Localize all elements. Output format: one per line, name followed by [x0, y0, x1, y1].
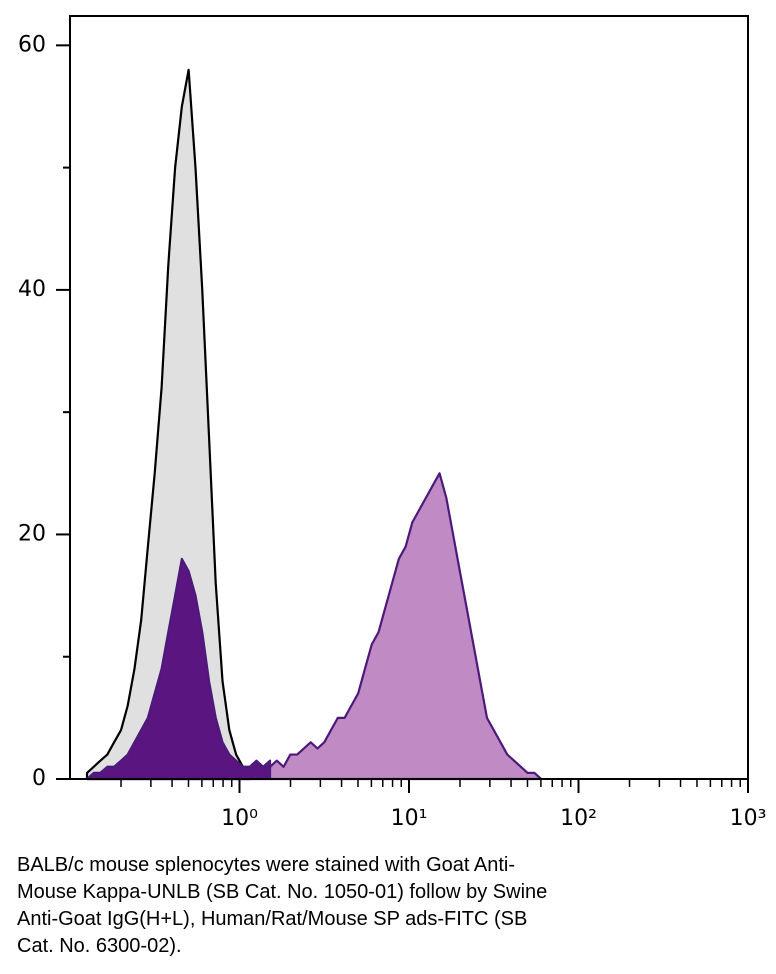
histogram-area [268, 472, 543, 781]
caption-line: BALB/c mouse splenocytes were stained wi… [17, 854, 516, 876]
x-tick-label: 10⁰ [221, 806, 258, 831]
x-tick-label: 10³ [730, 806, 767, 831]
histogram-area [85, 557, 272, 781]
histogram-area [85, 68, 251, 781]
x-tick-label: 10² [560, 806, 597, 831]
chart: 0 20 40 60 10⁰ 10¹ 10² 10³ [18, 15, 767, 831]
caption-line: Cat. No. 6300-02). [17, 935, 182, 957]
caption: BALB/c mouse splenocytes were stained wi… [17, 852, 547, 960]
y-tick-label: 60 [18, 32, 46, 57]
x-tick-label: 10¹ [391, 806, 428, 831]
y-tick-label: 0 [32, 766, 46, 791]
y-tick-label: 40 [18, 277, 46, 302]
caption-line: Anti-Goat IgG(H+L), Human/Rat/Mouse SP a… [17, 908, 528, 930]
caption-line: Mouse Kappa-UNLB (SB Cat. No. 1050-01) f… [17, 881, 548, 903]
y-tick-label: 20 [18, 521, 46, 546]
